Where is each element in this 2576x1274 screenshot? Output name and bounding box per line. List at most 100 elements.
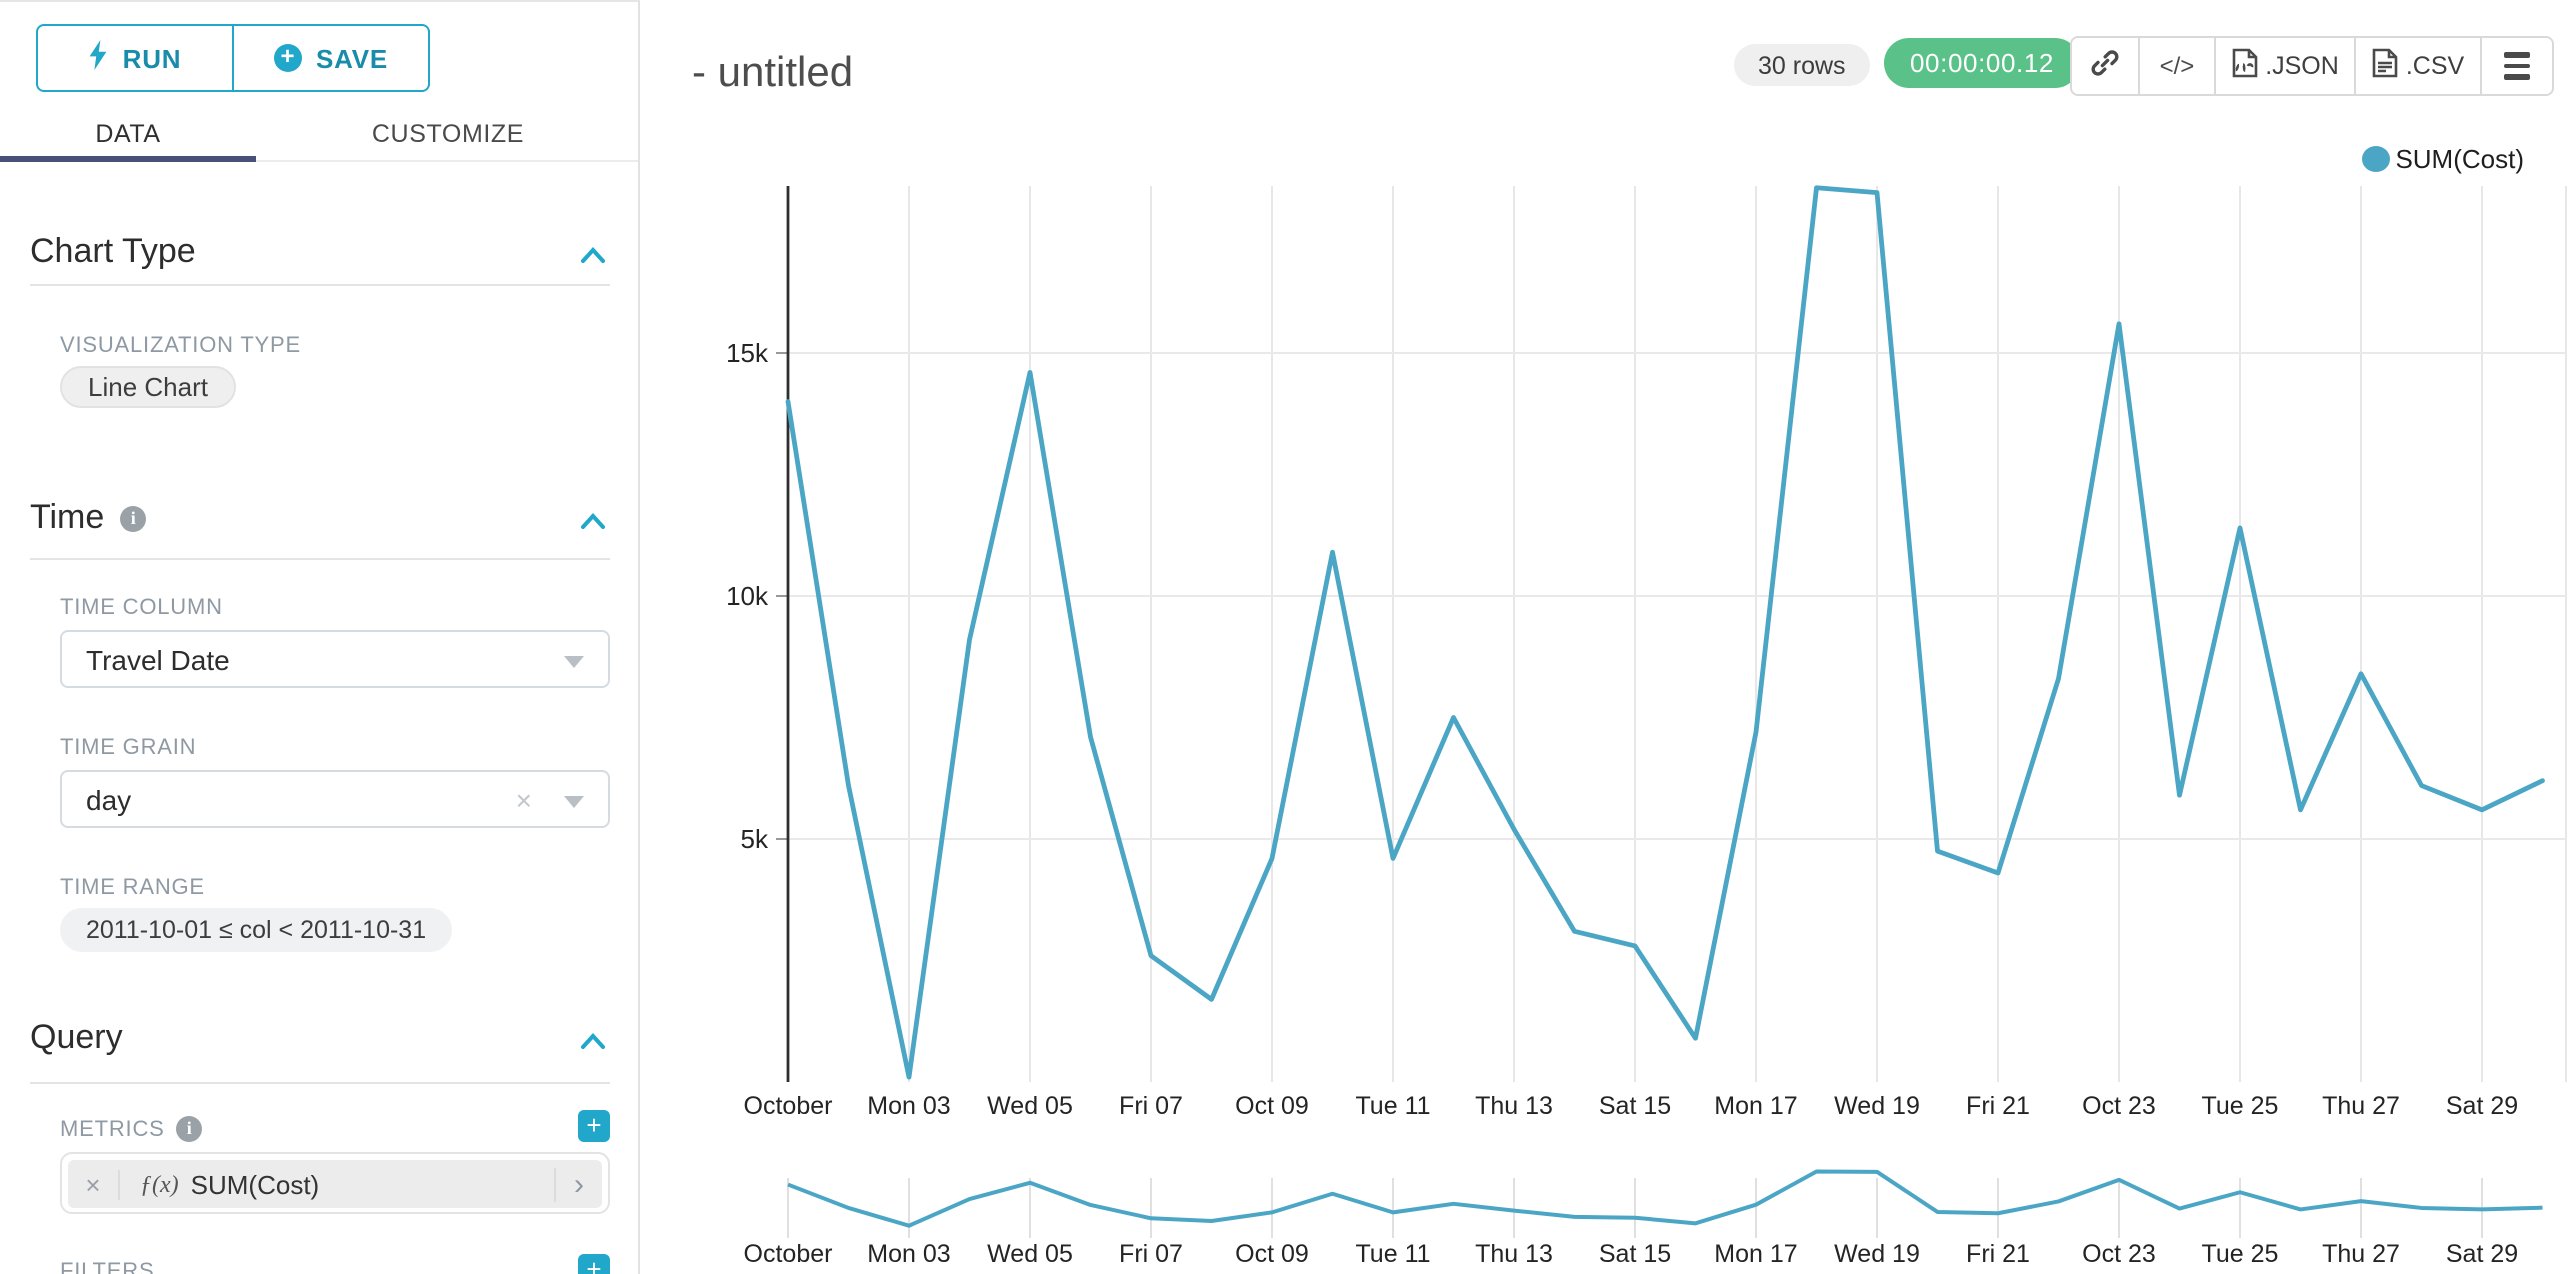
query-timer-badge: 00:00:00.12 <box>1884 38 2080 88</box>
caret-down-icon <box>564 656 584 668</box>
time-grain-label: TIME GRAIN <box>60 736 197 760</box>
plus-circle-icon: + <box>273 43 302 72</box>
function-icon: ƒ(x) <box>140 1169 179 1197</box>
remove-metric-icon[interactable]: × <box>68 1169 120 1199</box>
export-csv-label: .CSV <box>2405 52 2465 80</box>
line-chart[interactable]: 5k 10k 15k October Mon 03 Wed 05 Fri 07 Oct 09 T… <box>640 0 2576 1274</box>
x-axis-tick-label: Wed 19 <box>1834 1092 1920 1120</box>
view-query-button[interactable]: </> <box>2140 38 2216 94</box>
x-axis-tick-label: Fri 07 <box>1119 1092 1183 1120</box>
caret-down-icon <box>564 796 584 808</box>
lightning-bolt-icon <box>89 40 109 76</box>
x-axis-tick-label: Thu 27 <box>2322 1092 2400 1120</box>
chart-legend[interactable]: SUM(Cost) <box>2361 144 2524 174</box>
tab-customize[interactable]: CUSTOMIZE <box>371 120 525 148</box>
section-time-header[interactable]: Time i <box>30 498 606 538</box>
export-toolbar: </> .JSON .CSV <box>2070 36 2554 96</box>
y-axis-tick-label: 5k <box>741 824 769 854</box>
clear-icon[interactable]: × <box>515 784 532 816</box>
mini-x-axis-tick-label: October <box>744 1240 833 1268</box>
time-grain-select[interactable]: day × <box>60 770 610 828</box>
x-axis-tick-label: Mon 17 <box>1714 1092 1797 1120</box>
chart-menu-button[interactable] <box>2482 38 2552 94</box>
mini-x-axis-tick-label: Thu 27 <box>2322 1240 2400 1268</box>
mini-x-axis-tick-label: Sat 29 <box>2446 1240 2518 1268</box>
time-column-label: TIME COLUMN <box>60 596 223 620</box>
x-axis-tick-label: Sat 15 <box>1599 1092 1671 1120</box>
time-range-pill[interactable]: 2011-10-01 ≤ col < 2011-10-31 <box>60 908 453 952</box>
x-axis-tick-label: Fri 21 <box>1966 1092 2030 1120</box>
section-chart-type-title: Chart Type <box>30 232 196 270</box>
x-axis-tick-label: Oct 09 <box>1235 1092 1309 1120</box>
x-axis-tick-label: Sat 29 <box>2446 1092 2518 1120</box>
mini-x-axis-tick-label: Oct 09 <box>1235 1240 1309 1268</box>
section-divider <box>30 284 610 286</box>
panel-tabs: DATA CUSTOMIZE <box>0 106 638 162</box>
time-grain-value: day <box>86 783 132 815</box>
x-axis-tick-label: October <box>744 1092 833 1120</box>
metrics-label-row: METRICS i <box>60 1116 203 1142</box>
info-icon: i <box>120 505 147 531</box>
section-divider <box>30 1082 610 1084</box>
mini-x-axis-tick-label: Fri 21 <box>1966 1240 2030 1268</box>
share-link-button[interactable] <box>2072 38 2140 94</box>
x-axis-tick-label: Mon 03 <box>867 1092 950 1120</box>
add-metric-button[interactable]: + <box>578 1110 610 1142</box>
metrics-label: METRICS <box>60 1117 165 1141</box>
legend-series-label: SUM(Cost) <box>2395 144 2524 174</box>
link-icon <box>2090 48 2120 84</box>
chart-title[interactable]: - untitled <box>692 50 854 96</box>
info-icon: i <box>176 1116 203 1142</box>
section-time-title: Time <box>30 498 105 536</box>
save-button-label: SAVE <box>315 43 389 73</box>
x-axis-tick-label: Thu 13 <box>1475 1092 1553 1120</box>
mini-x-axis-tick-label: Oct 23 <box>2082 1240 2156 1268</box>
save-button[interactable]: + SAVE <box>234 26 428 90</box>
chevron-up-icon[interactable] <box>580 246 606 264</box>
mini-x-axis-tick-label: Wed 05 <box>987 1240 1073 1268</box>
series-line <box>785 185 2545 1080</box>
rows-badge: 30 rows <box>1734 44 1870 86</box>
viz-type-label: VISUALIZATION TYPE <box>60 334 301 358</box>
control-panel: RUN + SAVE DATA CUSTOMIZE Chart Type VIS… <box>0 0 640 1274</box>
mini-x-axis-tick-label: Mon 03 <box>867 1240 950 1268</box>
mini-x-axis-tick-label: Sat 15 <box>1599 1240 1671 1268</box>
filters-label: FILTERS <box>60 1260 155 1274</box>
y-axis-tick-label: 10k <box>726 581 769 611</box>
active-tab-indicator <box>0 156 256 162</box>
section-divider <box>30 558 610 560</box>
file-json-icon <box>2231 48 2257 84</box>
mini-x-axis-tick-label: Tue 11 <box>1355 1240 1430 1268</box>
x-axis-tick-label: Tue 25 <box>2202 1092 2279 1120</box>
time-column-value: Travel Date <box>86 643 230 675</box>
chevron-up-icon[interactable] <box>580 1032 606 1050</box>
chevron-right-icon[interactable]: › <box>554 1167 602 1201</box>
run-button-label: RUN <box>122 43 182 73</box>
mini-x-axis-tick-label: Tue 25 <box>2202 1240 2279 1268</box>
run-button[interactable]: RUN <box>38 26 234 90</box>
x-axis-tick-label: Wed 05 <box>987 1092 1073 1120</box>
metric-container: × ƒ(x) SUM(Cost) › <box>60 1152 610 1214</box>
section-query-title: Query <box>30 1018 123 1056</box>
x-axis-tick-label: Oct 23 <box>2082 1092 2156 1120</box>
section-query-header[interactable]: Query <box>30 1018 606 1058</box>
tabs-divider <box>0 160 638 162</box>
code-icon: </> <box>2159 52 2195 80</box>
export-csv-button[interactable]: .CSV <box>2356 38 2482 94</box>
viz-type-pill[interactable]: Line Chart <box>60 366 236 408</box>
section-chart-type-header[interactable]: Chart Type <box>30 232 606 272</box>
y-axis-tick-label: 15k <box>726 338 769 368</box>
export-json-button[interactable]: .JSON <box>2216 38 2356 94</box>
metric-pill[interactable]: × ƒ(x) SUM(Cost) › <box>68 1160 602 1208</box>
chevron-up-icon[interactable] <box>580 512 606 530</box>
add-filter-button[interactable]: + <box>578 1254 610 1274</box>
time-column-select[interactable]: Travel Date <box>60 630 610 688</box>
tab-data[interactable]: DATA <box>95 120 161 148</box>
mini-x-axis-tick-label: Mon 17 <box>1714 1240 1797 1268</box>
legend-series-dot <box>2361 146 2390 172</box>
metric-name: SUM(Cost) <box>190 1169 320 1199</box>
file-csv-icon <box>2372 48 2398 84</box>
mini-x-axis-tick-label: Thu 13 <box>1475 1240 1553 1268</box>
export-json-label: .JSON <box>2265 52 2339 80</box>
